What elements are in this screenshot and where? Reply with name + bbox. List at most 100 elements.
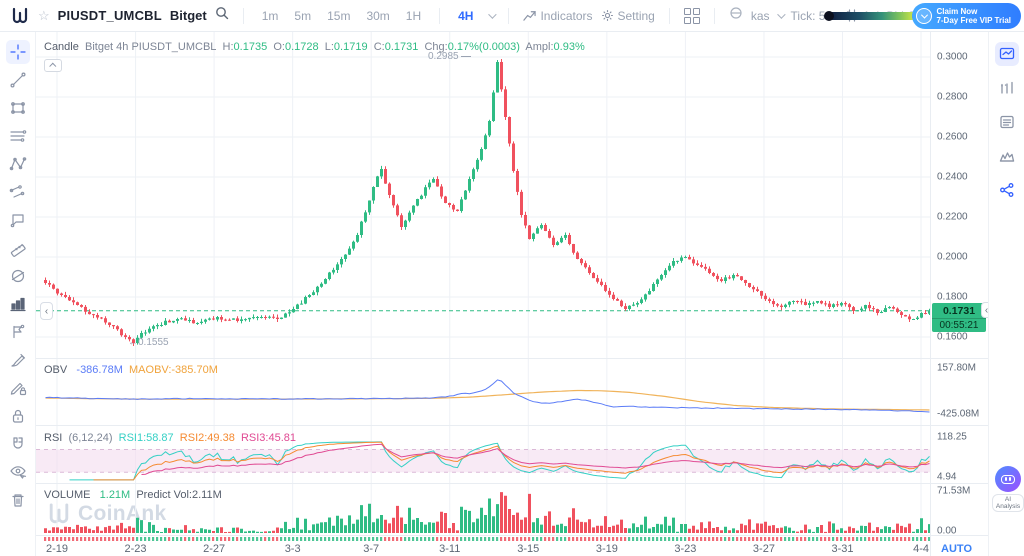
coinank-logo-icon[interactable] [10,6,30,26]
obv-value: -386.78M [76,364,123,376]
stats-bars-button[interactable] [995,76,1019,100]
price-chart[interactable] [36,32,930,358]
layout-grid-icon[interactable] [683,7,700,24]
rsi-name: RSI [44,432,63,444]
share-button[interactable] [995,178,1019,202]
vip-trial-button[interactable]: Claim Now 7-Day Free VIP Trial [912,3,1021,29]
timeframe-30m[interactable]: 30m [366,8,390,23]
rectangle-tool[interactable] [6,96,30,120]
price-axis-label: 0.2000 [937,251,968,263]
tick-select[interactable]: Tick: 5 [791,9,842,23]
price-axis-label: 0.2800 [937,91,968,103]
ohlc-legend: Candle Bitget 4h PIUSDT_UMCBL H:0.1735 O… [44,41,585,53]
date-axis-label: 3-11 [439,543,461,555]
legend-source: Bitget 4h PIUSDT_UMCBL [84,41,217,53]
legend-change: 0.17%(0.0003) [447,41,520,53]
rsi1-value: RSI1:58.87 [118,432,174,444]
visibility-tool[interactable] [6,460,30,484]
volume-chart[interactable] [36,483,930,535]
symbol-name[interactable]: PIUSDT_UMCBL [57,8,162,23]
price-axis[interactable]: 0.3000 0.2800 0.2600 0.2400 0.2200 0.2000 0.18… [930,32,988,556]
xabcd-pattern-tool[interactable] [6,152,30,176]
volume-value: 1.21M [99,489,131,501]
brush-tool[interactable] [6,348,30,372]
legend-low: 0.1719 [333,41,368,53]
rsi2-value: RSI2:49.38 [179,432,235,444]
channel-tool[interactable] [6,180,30,204]
magnet-tool[interactable] [6,432,30,456]
indicators-button[interactable]: Indicators [523,9,593,23]
date-axis-label: 2-23 [124,543,147,555]
volume-axis-bottom: 0.00 [937,525,957,537]
left-panel-collapse-handle[interactable]: ‹ [40,302,53,320]
flag-tool[interactable] [6,320,30,344]
top-toolbar: ☆ PIUSDT_UMCBL Bitget 1m 5m 15m 30m 1H 4… [0,0,1024,32]
rsi-axis-bottom: 4.94 [937,471,957,483]
callout-tool[interactable] [6,208,30,232]
rsi-axis-top: 118.25 [937,431,967,443]
obv-legend: OBV -386.78M MAOBV:-385.70M [44,364,218,376]
exchange-name[interactable]: Bitget [169,8,207,23]
date-axis-label: 3-23 [674,543,697,555]
chart-view-button[interactable] [995,42,1019,66]
horizontal-lines-tool[interactable] [6,124,30,148]
right-sidebar: AI Analysis [988,32,1024,556]
legend-collapse-button[interactable] [44,59,62,72]
orderflow-icon[interactable] [729,6,743,25]
timeframe-15m[interactable]: 15m [327,8,351,23]
predict-volume: Predict Vol:2.11M [136,489,222,501]
coin-select[interactable]: kas [751,9,786,23]
price-axis-label: 0.2400 [937,171,968,183]
timeframe-1h[interactable]: 1H [405,8,422,23]
rsi-legend: RSI (6,12,24) RSI1:58.87 RSI2:49.38 RSI3… [44,432,296,444]
price-axis-label: 0.2200 [937,211,968,223]
low-price-annotation: ←0.1555 [128,337,169,348]
trash-tool[interactable] [6,488,30,512]
list-button[interactable] [995,110,1019,134]
gradient-min-dot [824,11,834,21]
price-axis-label: 0.2600 [937,131,968,143]
scroll-minimap[interactable] [36,536,930,542]
legend-amplitude: 0.93% [553,41,585,53]
ruler-tool[interactable] [6,236,30,260]
legend-close: 0.1731 [384,41,419,53]
maobv-value: MAOBV:-385.70M [129,364,218,376]
edit-lock-tool[interactable] [6,376,30,400]
depth-chart-button[interactable] [995,144,1019,168]
date-axis-label: 4-4 [913,543,929,555]
date-axis-label: 2-19 [45,543,69,555]
time-axis[interactable]: AUTO 2-19 2-23 2-27 3-3 3-7 3-11 3-15 3-19 3-23 3… [36,542,988,556]
obv-chart[interactable] [36,358,930,425]
setting-button[interactable]: Setting [601,9,655,23]
date-axis-label: 3-7 [363,543,380,555]
claim-line2: 7-Day Free VIP Trial [936,16,1011,25]
obv-axis-bottom: -425.08M [937,408,980,420]
obv-axis-top: 157.80M [937,362,976,374]
heatmap-gradient-scale[interactable] [824,11,922,21]
timeframe-5m[interactable]: 5m [294,8,312,23]
eraser-tool[interactable] [6,264,30,288]
ai-analysis-button[interactable]: AI Analysis [992,466,1024,513]
timeframe-4h-active[interactable]: 4H [458,8,474,23]
claim-line1: Claim Now [936,7,978,16]
lock-tool[interactable] [6,404,30,428]
rsi-chart[interactable] [36,425,930,483]
date-axis-label: 3-31 [831,543,854,555]
date-axis-label: 3-15 [517,543,540,555]
candle-countdown: 00:55:21 [932,318,986,332]
timeframe-1m[interactable]: 1m [261,8,279,23]
chevron-down-icon[interactable] [488,9,498,19]
date-axis-label: 3-19 [595,543,618,555]
volume-axis-top: 71.53M [937,485,971,497]
favorite-star-icon[interactable]: ☆ [38,7,50,23]
legend-type: Candle [44,41,79,53]
current-price-badge[interactable]: 0.1731 00:55:21 [932,303,986,332]
high-price-annotation: 0.2985 [428,51,471,62]
auto-scale-button[interactable]: AUTO [941,543,972,555]
trendline-tool[interactable] [6,68,30,92]
pattern-bars-tool[interactable] [6,292,30,316]
crosshair-tool[interactable] [6,40,30,64]
search-icon[interactable] [215,6,229,25]
drawing-toolbar [0,32,36,556]
